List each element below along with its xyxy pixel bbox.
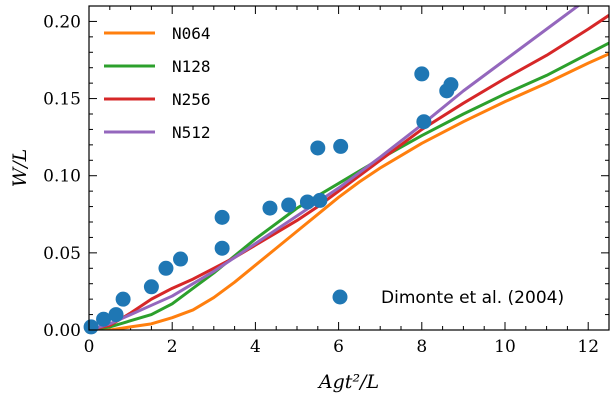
scatter-legend: Dimonte et al. (2004) (332, 288, 564, 308)
scatter-point (443, 77, 459, 93)
x-tick-label: 10 (494, 337, 516, 357)
legend-label-n064: N064 (172, 24, 211, 43)
ticks (88, 6, 609, 331)
series-line-n128 (89, 41, 609, 330)
x-tick-label: 8 (416, 337, 427, 357)
plot-frame (88, 5, 610, 331)
series-line-n256 (89, 14, 609, 330)
tick-labels: 0 2 4 6 8 10 12 0.00 0.05 0.10 0.15 0.20 (43, 12, 599, 357)
scatter-point (214, 209, 230, 225)
legend-label-n256: N256 (172, 90, 211, 109)
scatter-point (143, 279, 159, 295)
y-tick-label: 0.15 (43, 90, 81, 110)
y-axis-title: W/L (9, 149, 31, 188)
scatter-point (214, 240, 230, 256)
series-line-n512 (89, 6, 581, 330)
scatter-point (173, 251, 189, 267)
series-lines (89, 6, 609, 330)
legend-label-dimonte: Dimonte et al. (2004) (381, 288, 564, 308)
scatter-point (262, 200, 278, 216)
x-tick-label: 6 (333, 337, 344, 357)
scatter-points (83, 66, 459, 335)
x-tick-label: 2 (167, 337, 178, 357)
scatter-point (158, 260, 174, 276)
scatter-point (96, 311, 112, 327)
series-line-n064 (89, 52, 609, 330)
y-tick-label: 0.00 (43, 321, 81, 341)
scatter-point (108, 307, 124, 323)
scatter-point (416, 114, 432, 130)
scatter-point (299, 194, 315, 210)
scatter-point (281, 197, 297, 213)
scatter-point (312, 192, 328, 208)
x-tick-label: 4 (250, 337, 261, 357)
x-tick-label: 12 (577, 337, 599, 357)
legend-label-n128: N128 (172, 57, 211, 76)
x-tick-label: 0 (84, 337, 95, 357)
scatter-point (414, 66, 430, 82)
y-tick-label: 0.05 (43, 244, 81, 264)
x-axis-title: Agt²/L (317, 371, 379, 393)
scatter-point (115, 291, 131, 307)
legend: N064 N128 N256 N512 (104, 24, 211, 142)
scatter-point (333, 138, 349, 154)
scatter-point (310, 140, 326, 156)
scatter-point (83, 319, 99, 335)
legend-swatch-dimonte (332, 289, 348, 305)
y-tick-label: 0.10 (43, 167, 81, 187)
y-tick-label: 0.20 (43, 12, 81, 32)
legend-label-n512: N512 (172, 123, 211, 142)
